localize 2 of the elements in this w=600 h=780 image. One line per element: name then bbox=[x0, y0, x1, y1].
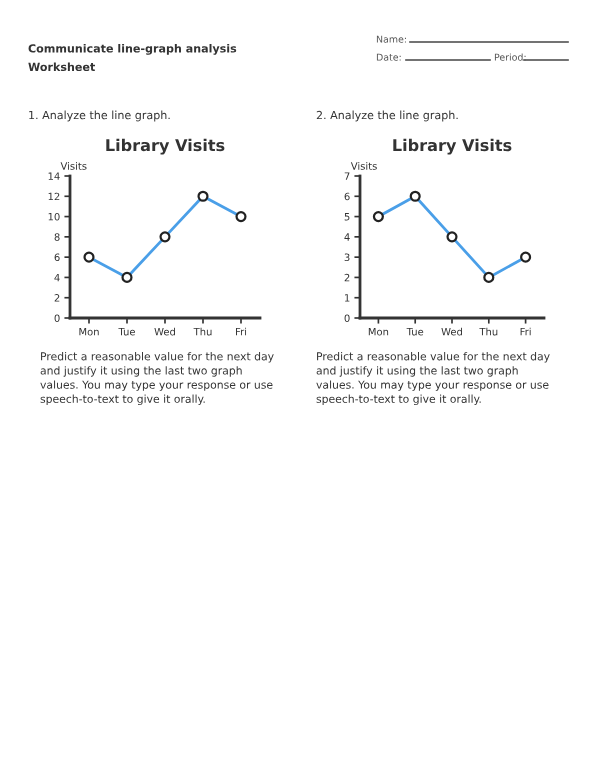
chart-title: Library Visits bbox=[393, 138, 512, 155]
chart-title: Library Visits bbox=[106, 138, 225, 155]
